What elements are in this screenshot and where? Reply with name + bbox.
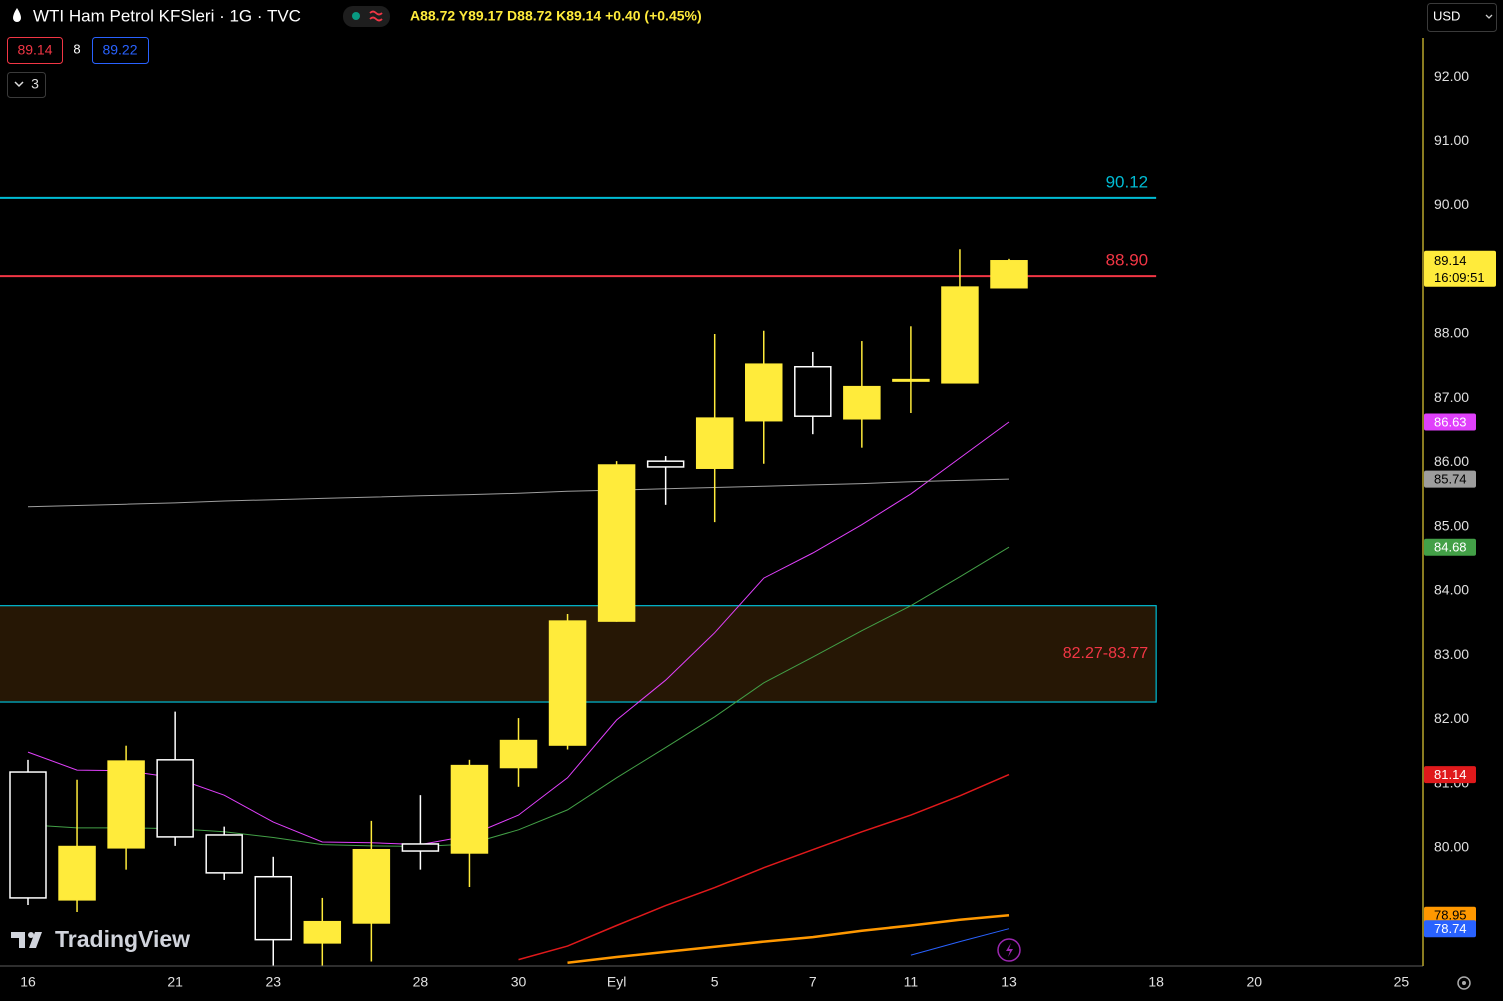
last-price-box [1424,250,1496,287]
y-tick-label: 91.00 [1434,132,1469,148]
candle-body [892,378,930,382]
symbol-title[interactable]: WTI Ham Petrol KFSleri · 1G · TVC [33,6,301,25]
price-label-box [1424,920,1476,938]
y-tick-label: 88.00 [1434,325,1469,341]
price-label: 78.95 [1434,908,1467,923]
settings-center [1462,981,1466,985]
price-label-box [1424,906,1476,924]
x-tick-label: 23 [265,974,281,990]
y-tick-label: 80.00 [1434,839,1469,855]
plot-area: 82.27-83.77 90.12 88.90 [0,172,1157,966]
chevron-icon [14,81,24,88]
y-tick-label: 90.00 [1434,196,1469,212]
candle-body [745,363,783,422]
y-tick-label: 82.00 [1434,710,1469,726]
candle-body [548,620,587,746]
x-tick-label: 20 [1246,974,1262,990]
ohlc-values: A88.72 Y89.17 D88.72 K89.14 +0.40 (+0.45… [410,8,702,24]
spread: 8 [73,41,80,56]
candle-body [9,771,47,899]
price-label: 81.14 [1434,767,1467,782]
moving-average [518,773,1010,961]
x-tick-label: 13 [1001,974,1017,990]
y-tick-label: 92.00 [1434,68,1469,84]
y-tick-label: 86.00 [1434,453,1469,469]
level-label: 90.12 [1106,172,1149,191]
buy-price: 89.22 [102,42,137,58]
indicator-count: 3 [31,76,39,92]
logo-text: TradingView [55,926,190,952]
price-label-box [1424,766,1476,784]
indicator-toggle[interactable] [7,72,46,98]
price-label-box [1424,413,1476,431]
sell-button[interactable] [7,37,63,64]
y-tick-label: 87.00 [1434,389,1469,405]
x-tick-label: 28 [413,974,429,990]
price-label-box [1424,470,1476,488]
y-tick-label: 85.00 [1434,517,1469,533]
x-tick-label: 18 [1148,974,1164,990]
x-tick-label: 30 [511,974,527,990]
candle-body [254,875,292,941]
x-tick-label: 21 [167,974,183,990]
candle-body [205,834,243,874]
moving-average [910,928,1010,956]
candle-body [303,920,342,944]
level-label: 88.90 [1106,251,1149,270]
x-tick-label: Eyl [607,974,626,990]
currency-label: USD [1433,8,1460,23]
candle-body [597,464,636,622]
y-tick-label: 84.00 [1434,582,1469,598]
candle-body [107,760,145,849]
x-tick-label: 11 [904,974,919,990]
dropdown-icon [1485,14,1493,19]
lightning-icon [1006,943,1013,957]
candle-body [794,365,832,417]
status-pill[interactable] [343,6,390,27]
candle-body [990,260,1028,289]
price-label: 84.68 [1434,540,1467,555]
price-label-box [1424,538,1476,556]
buy-button[interactable] [92,37,149,64]
y-tick-label: 83.00 [1434,646,1469,662]
delay-icon [369,10,383,22]
logo-icon [11,932,42,948]
x-tick-label: 25 [1394,974,1410,990]
price-axis: 80.0081.0082.0083.0084.0085.0086.0087.00… [1424,68,1496,938]
zone-label: 82.27-83.77 [1063,645,1149,662]
candle-body [156,759,194,838]
candle-body [352,848,391,924]
candle-body [401,843,440,852]
candle-body [499,739,538,769]
sell-price: 89.14 [17,42,52,58]
currency-dropdown[interactable] [1427,3,1497,32]
price-label: 85.74 [1434,472,1467,487]
candle-body [695,417,734,469]
settings-icon[interactable] [1457,976,1471,990]
candle-body [450,764,489,854]
logo-dot [28,932,34,938]
event-icon[interactable] [997,938,1021,962]
candle-body [843,385,881,420]
price-label: 78.74 [1434,921,1467,936]
countdown: 16:09:51 [1434,270,1485,285]
candle-body [941,286,979,384]
x-tick-label: 7 [809,974,817,990]
last-price: 89.14 [1434,253,1467,268]
candle-body [58,845,96,901]
x-tick-label: 5 [711,974,719,990]
market-status [352,12,360,20]
moving-average [27,478,1010,508]
price-label: 86.63 [1434,414,1467,429]
candle-body [646,460,685,468]
x-tick-label: 16 [20,974,36,990]
symbol-icon [13,8,21,22]
moving-average [567,914,1010,965]
